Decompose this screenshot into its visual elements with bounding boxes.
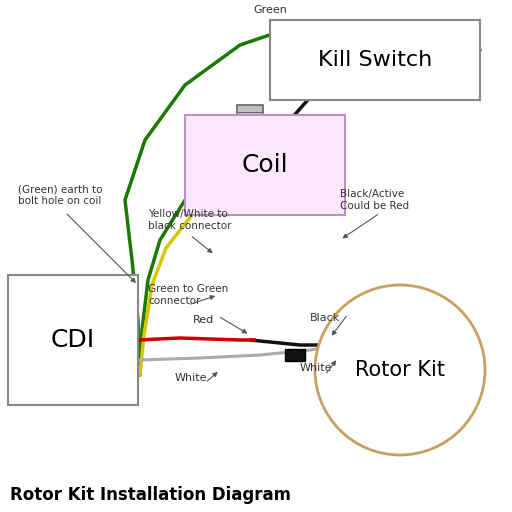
Text: Black: Black (310, 313, 340, 323)
Text: Rotor Kit Installation Diagram: Rotor Kit Installation Diagram (10, 486, 291, 504)
Text: Green: Green (253, 5, 287, 15)
Text: (Green) earth to
bolt hole on coil: (Green) earth to bolt hole on coil (18, 184, 102, 206)
Bar (270, 20, 480, 100)
Circle shape (315, 285, 485, 455)
Text: Green to Green
connector: Green to Green connector (148, 284, 228, 306)
Text: Red: Red (193, 315, 214, 325)
Text: Rotor Kit: Rotor Kit (355, 360, 445, 380)
Text: White: White (175, 373, 207, 383)
Text: Yellow/White to
black connector: Yellow/White to black connector (148, 209, 231, 231)
Text: CDI: CDI (51, 328, 95, 352)
Bar (8, 275, 138, 405)
Text: Black/Active
Could be Red: Black/Active Could be Red (340, 189, 409, 211)
Bar (185, 115, 345, 215)
Text: Coil: Coil (242, 153, 288, 177)
Bar (237, 105, 263, 157)
Bar (285, 349, 305, 361)
Text: Kill Switch: Kill Switch (318, 50, 432, 70)
Text: White: White (300, 363, 332, 373)
